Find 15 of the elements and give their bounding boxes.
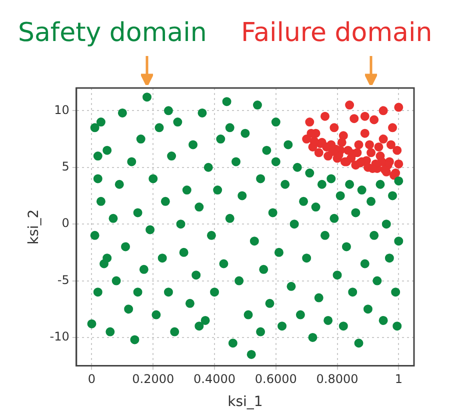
x-tick-label: 0.6000 — [254, 372, 297, 386]
y-tick-label: 0 — [62, 216, 70, 230]
y-axis-title: ksi_2 — [26, 209, 42, 244]
x-tick-label: 1 — [394, 372, 402, 386]
text: Failure domain — [241, 18, 432, 48]
x-axis-title: ksi_1 — [228, 394, 263, 410]
y-tick-label: -10 — [50, 330, 70, 344]
y-tick-label: 10 — [54, 102, 70, 117]
x-tick-label: 0.4000 — [194, 372, 236, 386]
x-tick-label: 0.2000 — [132, 372, 174, 386]
y-tick-label: -5 — [57, 272, 70, 287]
x-tick-label: 0 — [88, 372, 96, 386]
x-tick-label: 0.8000 — [316, 372, 358, 386]
y-tick-label: 5 — [62, 159, 70, 174]
text: Safety domain — [18, 18, 207, 48]
